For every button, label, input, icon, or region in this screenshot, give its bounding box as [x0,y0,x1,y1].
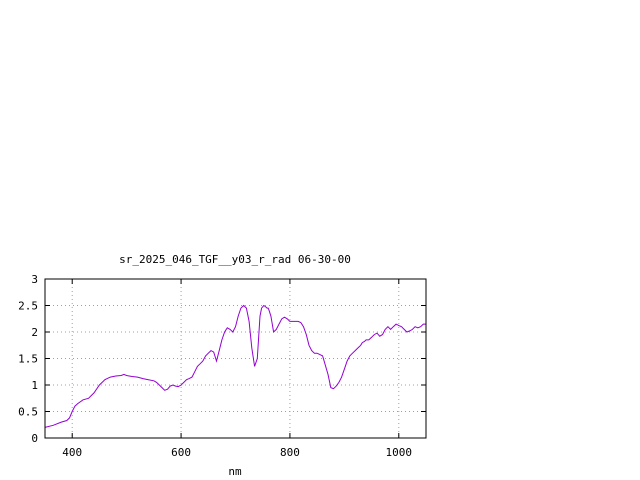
y-tick-label: 2.5 [18,300,38,313]
y-tick-label: 0 [31,432,38,445]
x-tick-label: 1000 [386,446,413,459]
y-tick-label: 0.5 [18,406,38,419]
x-tick-label: 400 [62,446,82,459]
y-tick-label: 1 [31,379,38,392]
chart-title: sr_2025_046_TGF__y03_r_rad 06-30-00 [119,253,351,266]
grid-lines [45,279,426,438]
spectrum-series-line [44,304,426,428]
tick-marks [45,278,426,439]
x-axis-label: nm [228,465,242,478]
y-tick-label: 1.5 [18,353,38,366]
plot-frame [44,278,427,439]
x-tick-label: 600 [171,446,191,459]
x-tick-labels: 400 600 800 1000 [62,446,412,459]
y-tick-labels: 0 0.5 1 1.5 2 2.5 3 [18,273,38,445]
y-tick-label: 2 [31,326,38,339]
x-tick-label: 800 [280,446,300,459]
y-tick-label: 3 [31,273,38,286]
